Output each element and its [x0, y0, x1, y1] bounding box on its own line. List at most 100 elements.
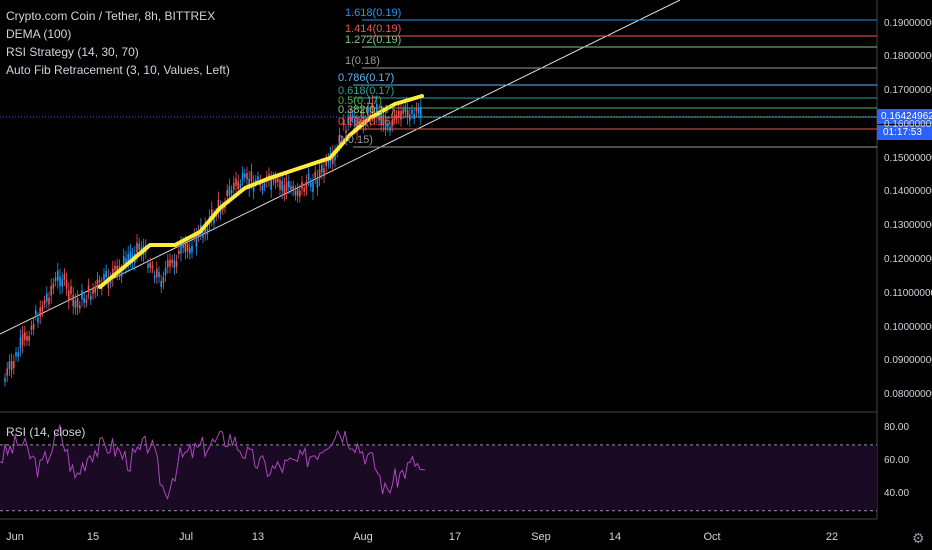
price-tick-label: 0.11000000: [884, 287, 932, 299]
candle-body: [222, 206, 224, 211]
candle-body: [114, 265, 116, 271]
candle-body: [389, 127, 391, 131]
candle-body: [13, 361, 15, 369]
candle-body: [15, 352, 17, 357]
candle-body: [21, 334, 24, 345]
candle-body: [411, 109, 413, 114]
candle-body: [360, 110, 363, 118]
candle-body: [277, 178, 279, 183]
time-tick-label: 17: [448, 531, 462, 543]
candle-body: [318, 169, 321, 179]
candle-body: [43, 300, 46, 304]
candle-body: [354, 118, 356, 127]
candle-body: [384, 119, 387, 129]
candle-body: [347, 116, 349, 125]
candle-body: [237, 181, 239, 190]
candle-body: [204, 224, 206, 234]
candle-body: [107, 277, 110, 288]
candle-body: [156, 268, 158, 277]
candle-body: [228, 186, 231, 197]
candle-body: [307, 173, 310, 180]
candle-body: [290, 185, 292, 190]
candle-body: [349, 114, 352, 122]
candle-body: [376, 103, 378, 115]
candle-body: [90, 295, 92, 300]
candle-body: [294, 190, 297, 196]
candle-body: [191, 246, 193, 253]
candle-body: [160, 281, 162, 288]
candle-body: [182, 242, 184, 248]
candle-body: [270, 179, 272, 190]
gear-icon[interactable]: ⚙: [912, 530, 925, 546]
price-tick-label: 0.19000000: [884, 17, 932, 29]
candle-body: [17, 352, 19, 357]
candle-body: [26, 336, 28, 341]
candle-body: [147, 263, 149, 268]
candle-body: [393, 114, 396, 120]
candle-body: [4, 377, 6, 382]
fib-level-label: 1.272(0.19): [345, 34, 402, 46]
candle-body: [404, 106, 407, 112]
candle-body: [54, 277, 57, 282]
fib-level-label: 0(0.15): [338, 134, 373, 146]
candle-body: [351, 115, 354, 119]
rsi-line: [0, 424, 426, 501]
candle-body: [382, 114, 385, 125]
rsi-tick-label: 40.00: [884, 488, 910, 500]
candle-body: [8, 361, 11, 370]
candle-body: [98, 279, 101, 283]
candle-body: [301, 182, 303, 189]
candle-body: [37, 317, 39, 323]
candle-body: [173, 260, 176, 268]
fib-level-label: 0.618(0.17): [338, 85, 395, 97]
candle-body: [68, 290, 70, 302]
candle-body: [120, 270, 123, 277]
candle-body: [19, 337, 22, 349]
time-tick-label: 15: [86, 531, 100, 543]
price-tick-label: 0.08000000: [884, 389, 932, 401]
candle-body: [76, 297, 79, 308]
candle-body: [85, 299, 88, 303]
candle-body: [206, 228, 209, 235]
time-tick-label: Sep: [531, 531, 551, 543]
fib-level-label: 1.414(0.19): [345, 23, 402, 35]
candle-body: [246, 173, 248, 180]
candle-body: [305, 181, 308, 189]
candle-body: [103, 274, 105, 281]
candle-body: [178, 250, 180, 254]
price-tick-label: 0.09000000: [884, 355, 932, 367]
candle-body: [180, 243, 182, 254]
candle-body: [24, 332, 26, 340]
candle-body: [28, 335, 30, 341]
candle-body: [417, 108, 420, 113]
rsi-tick-label: 80.00: [884, 422, 910, 434]
candle-body: [52, 283, 55, 289]
candle-body: [338, 134, 341, 144]
candle-body: [226, 190, 228, 197]
candle-body: [46, 293, 48, 302]
candle-body: [72, 295, 74, 307]
fib-level-label: 0.5(0.17): [338, 95, 383, 107]
candle-body: [123, 255, 125, 265]
price-tick-label: 0.16000000: [884, 118, 932, 130]
price-tick-label: 0.12000000: [884, 254, 932, 266]
candle-body: [288, 181, 290, 188]
candle-body: [35, 310, 37, 316]
candle-body: [230, 189, 233, 194]
candle-body: [213, 216, 215, 224]
dema-line: [98, 94, 424, 289]
candle-body: [255, 179, 257, 183]
candle-body: [127, 254, 129, 265]
candle-body: [70, 286, 72, 294]
rsi-title: RSI (14, close): [6, 425, 86, 439]
candle-body: [171, 259, 173, 264]
candle-body: [345, 130, 347, 134]
candle-body: [129, 251, 132, 261]
time-tick-label: 22: [825, 531, 839, 543]
time-tick-label: Oct: [703, 531, 721, 543]
candle-body: [136, 242, 138, 254]
price-tick-label: 0.17000000: [884, 85, 932, 97]
candle-body: [186, 243, 189, 252]
candle-body: [81, 290, 83, 300]
